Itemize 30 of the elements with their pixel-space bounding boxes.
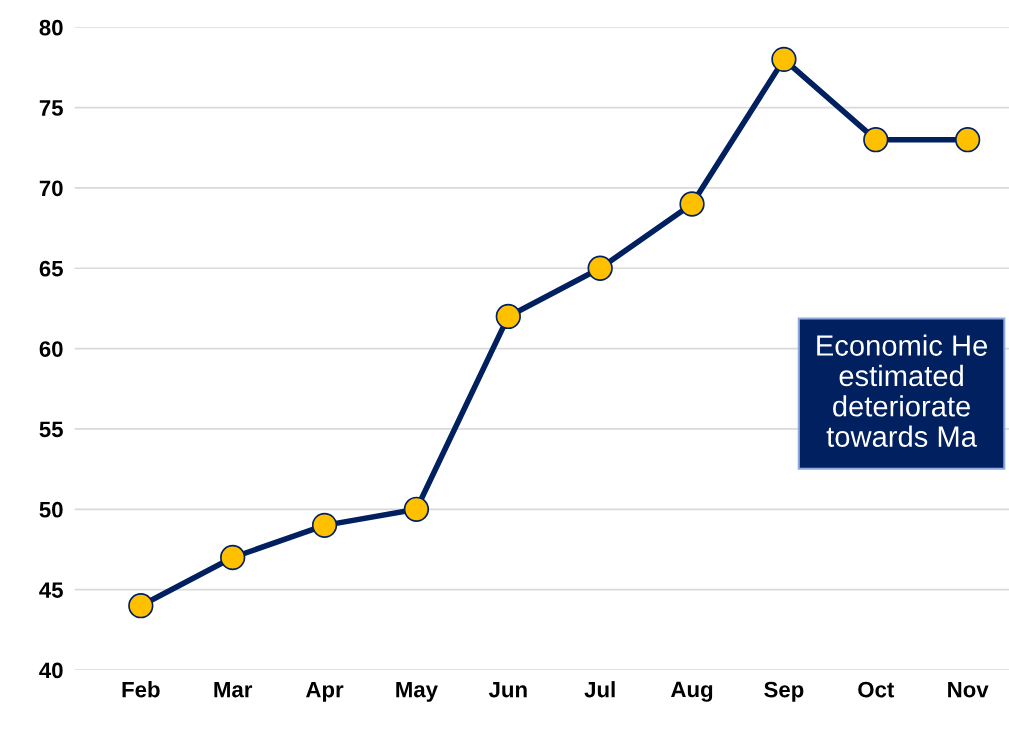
- y-tick-label: 60: [39, 341, 63, 357]
- y-tick-label: 55: [39, 421, 63, 438]
- point: [220, 544, 246, 571]
- point: [311, 512, 338, 539]
- x-tick-label: Feb: [122, 681, 160, 698]
- y-tick-label: 75: [39, 100, 63, 116]
- point: [495, 303, 521, 330]
- y-tick-label: 50: [39, 501, 63, 518]
- point: [955, 127, 981, 153]
- point: [679, 191, 705, 217]
- x-tick-label: May: [396, 681, 438, 702]
- x-tick-label: Apr: [305, 681, 344, 702]
- y-tick-label: 80: [39, 19, 63, 36]
- y-tick-label: 40: [39, 662, 63, 679]
- point: [771, 46, 797, 73]
- x-tick-label: Oct: [858, 681, 895, 698]
- y-tick-label: 45: [39, 582, 63, 598]
- x-tick-label: Sep: [764, 681, 804, 702]
- y-tick-label: 70: [39, 180, 63, 197]
- point: [587, 255, 613, 281]
- x-tick-label: Aug: [671, 681, 713, 702]
- x-tick-label: Jul: [584, 681, 615, 698]
- point: [403, 496, 430, 522]
- annotation: Economic He estimated deteriorate towards Ma: [817, 334, 987, 447]
- point: [128, 593, 154, 619]
- y-tick-label: 65: [39, 260, 63, 277]
- x-tick-label: Nov: [948, 681, 989, 698]
- x-tick-label: Mar: [214, 681, 253, 698]
- point: [863, 127, 889, 153]
- x-tick-label: Jun: [488, 681, 527, 698]
